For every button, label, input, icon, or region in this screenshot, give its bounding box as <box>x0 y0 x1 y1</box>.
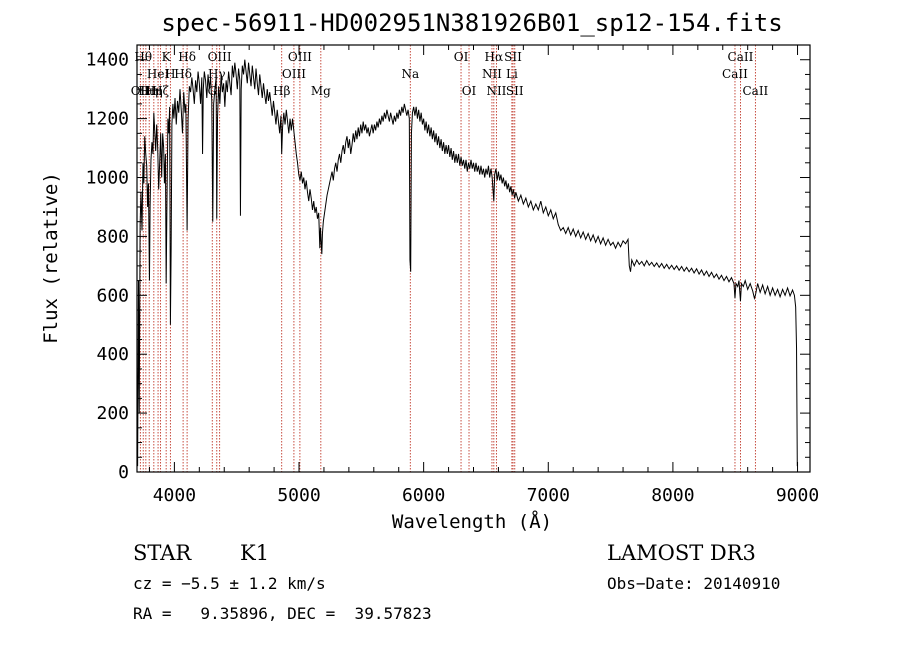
line-label-13: OIII <box>208 50 232 64</box>
line-label-8: H <box>165 67 175 81</box>
line-label-1: Hθ <box>134 50 152 64</box>
line-label-21: NII <box>482 67 502 81</box>
line-label-4: Hη <box>145 84 163 98</box>
x-tick-label-7000: 7000 <box>527 485 570 506</box>
plot-frame <box>136 44 811 473</box>
axis-tick-labels: 4000 5000 6000 7000 8000 9000 0 200 400 600 800 100… <box>86 50 820 506</box>
x-tick-label-4000: 4000 <box>153 485 196 506</box>
x-tick-label-6000: 6000 <box>402 485 445 506</box>
y-tick-label-0: 0 <box>118 462 129 483</box>
line-label-23: NII <box>486 84 506 98</box>
line-label-27: CaII <box>722 67 748 81</box>
y-tick-label-1200: 1200 <box>86 109 129 130</box>
line-label-6: Hζ <box>152 84 169 98</box>
obs-date: Obs−Date: 20140910 <box>607 574 780 593</box>
line-label-26: SII <box>506 84 524 98</box>
y-tick-label-600: 600 <box>96 285 129 306</box>
line-label-14: Hβ <box>273 84 290 98</box>
line-label-22: Hα <box>485 50 504 64</box>
redshift-cz: cz = −5.5 ± 1.2 km/s <box>133 574 326 593</box>
y-tick-label-400: 400 <box>96 344 129 365</box>
y-tick-label-200: 200 <box>96 403 129 424</box>
line-label-19: OI <box>454 50 469 64</box>
line-label-29: CaII <box>742 84 768 98</box>
x-tick-label-8000: 8000 <box>651 485 694 506</box>
line-label-11: G <box>207 84 217 98</box>
line-label-10: Hδ <box>178 50 196 64</box>
line-label-18: Na <box>401 67 419 81</box>
x-tick-label-5000: 5000 <box>277 485 320 506</box>
object-subclass: K1 <box>240 541 269 565</box>
chart-title: spec-56911-HD002951N381926B01_sp12-154.f… <box>161 9 782 37</box>
line-label-17: Mg <box>311 84 331 98</box>
x-axis-label: Wavelength (Å) <box>392 510 552 533</box>
x-tick-label-9000: 9000 <box>776 485 819 506</box>
survey-name: LAMOST DR3 <box>607 541 756 565</box>
line-label-25: SII <box>504 50 522 64</box>
object-class: STAR <box>133 541 192 565</box>
line-label-0: OII <box>131 84 151 98</box>
line-label-9: Hδ <box>174 67 192 81</box>
line-label-24: Li <box>506 67 518 81</box>
y-axis-label: Flux (relative) <box>40 172 62 344</box>
y-tick-label-800: 800 <box>96 226 129 247</box>
spectrum-series-flux <box>136 59 798 467</box>
line-label-7: K <box>162 50 172 64</box>
axis-ticks <box>137 44 810 473</box>
y-tick-label-1000: 1000 <box>86 168 129 189</box>
line-label-5: HeI <box>147 67 170 81</box>
ra-dec: RA = 9.35896, DEC = 39.57823 <box>133 604 432 623</box>
spectral-line-markers <box>139 45 756 472</box>
line-label-28: CaII <box>728 50 754 64</box>
line-label-20: OI <box>462 84 477 98</box>
spectral-line-labels: OIIHθHιHηHηHeIHζKHHδHδGHγOIIIHβOIIIOIIIM… <box>131 50 769 98</box>
line-label-2: Hι <box>138 84 153 98</box>
line-label-15: OIII <box>282 67 306 81</box>
line-label-3: Hη <box>140 84 158 98</box>
line-label-16: OIII <box>288 50 312 64</box>
y-tick-label-1400: 1400 <box>86 50 129 71</box>
